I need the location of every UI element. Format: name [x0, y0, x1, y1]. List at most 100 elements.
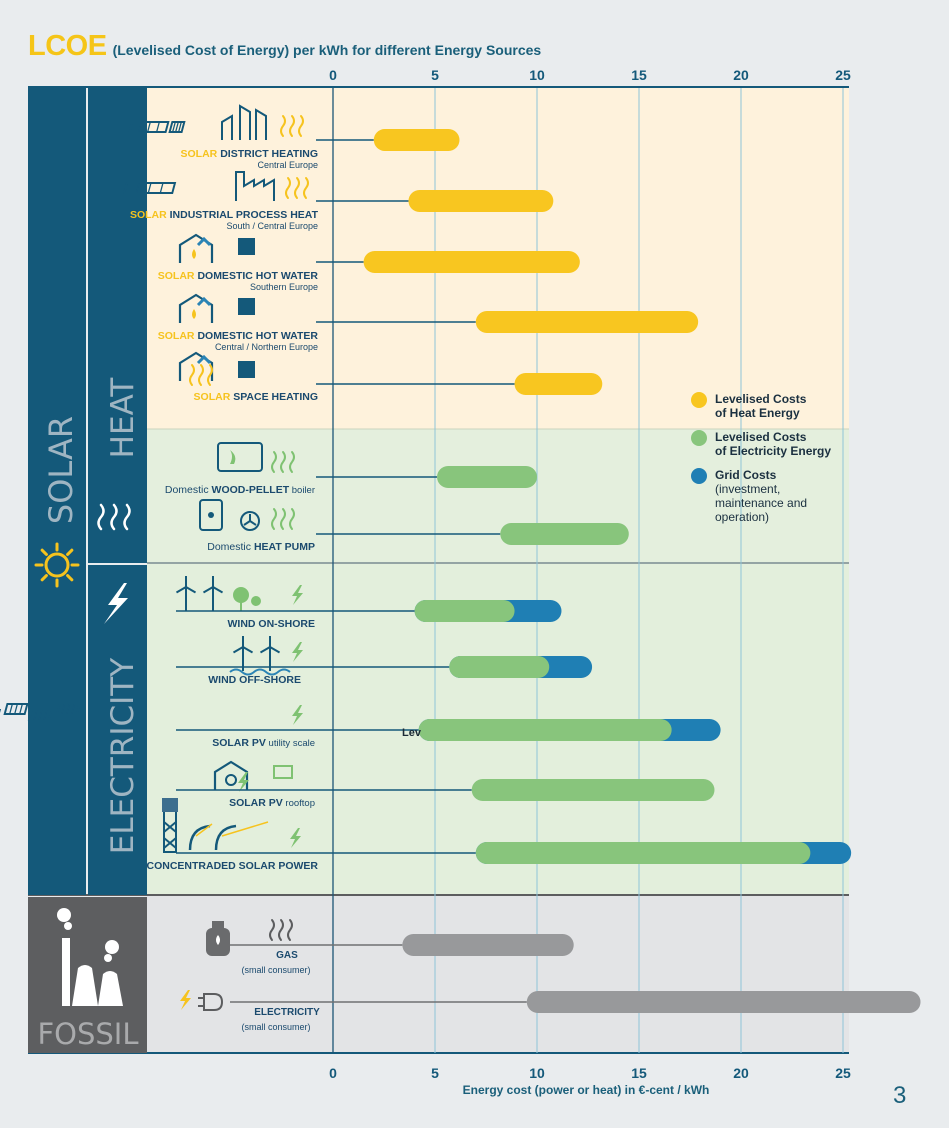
smoke-puff [57, 908, 71, 922]
page-number: 3 [893, 1082, 907, 1109]
sun-icon [34, 542, 80, 588]
row-label-prefix: Domestic [207, 541, 254, 553]
solar-panel-icon [168, 121, 186, 133]
section-label-heat: HEAT [105, 377, 141, 459]
x-axis-label: Energy cost (power or heat) in €-cent / … [462, 1083, 710, 1097]
title-subtitle: (Levelised Cost of Energy) per kWh for d… [112, 42, 542, 58]
house-outline [178, 293, 214, 323]
blade [185, 586, 197, 594]
panel-cell [14, 704, 19, 714]
x-tick-label-bottom: 15 [631, 1065, 647, 1081]
row-label-main: SOLAR PV [229, 797, 283, 809]
row-sublabel: Central Europe [257, 160, 318, 170]
row-label-suffix: rooftop [283, 798, 315, 809]
legend-label2: of Heat Energy [715, 406, 800, 420]
row-label: SOLAR DOMESTIC HOT WATER [158, 270, 319, 282]
bar-heat [475, 311, 699, 333]
solar-panel-icon [123, 182, 177, 194]
row-label-main: DISTRICT HEATING [220, 148, 318, 160]
x-tick-label-bottom: 10 [529, 1065, 545, 1081]
heat-wave [298, 115, 304, 137]
panel-cell [171, 122, 176, 132]
chimney [62, 938, 70, 1006]
axis-ticks: 0 0 5 5 10 10 15 15 20 20 25 25 [329, 67, 851, 1081]
x-tick-label-top: 5 [431, 67, 439, 83]
panel-cell [66, 704, 71, 714]
tower-top-icon [162, 798, 178, 812]
blade [232, 646, 244, 654]
row-sublabel: (small consumer) [241, 1022, 310, 1032]
heat-wave [110, 503, 118, 531]
row-label: SOLAR PV rooftop [229, 797, 315, 809]
row-label-main: WIND ON-SHORE [228, 618, 316, 630]
legend-label: Levelised Costs [715, 430, 807, 444]
row-label-main: DOMESTIC HOT WATER [197, 330, 318, 342]
heat-wave [198, 364, 204, 386]
lightning-icon [238, 772, 249, 792]
bar-electricity [414, 600, 515, 622]
plug-icon [203, 993, 224, 1011]
sun-ray [40, 548, 48, 556]
legend-label2: (investment, maintenance and operation) [715, 482, 808, 524]
row-label-main: WOOD-PELLET [212, 484, 290, 496]
row-sublabel: South / Central Europe [226, 221, 318, 231]
house-outline [213, 760, 249, 790]
panel-cell [38, 710, 43, 720]
panel-cell [43, 710, 48, 720]
row-label-prefix: SOLAR [194, 391, 234, 403]
sun-core [44, 552, 70, 578]
flame-icon [216, 935, 220, 945]
waves-icon [229, 668, 291, 676]
mirror-icon [188, 824, 211, 851]
heat-waves-icon [269, 919, 293, 941]
x-tick-label-bottom: 0 [329, 1065, 337, 1081]
panel-cell [146, 122, 151, 132]
house-icon [213, 760, 249, 790]
row-label-main: INDUSTRIAL PROCESS HEAT [170, 209, 319, 221]
bar-electricity [418, 719, 672, 741]
solar-column [28, 88, 86, 895]
factory-icon [235, 171, 275, 201]
tree-icon [251, 596, 261, 606]
power-plant-icon [57, 908, 123, 1006]
solar-panel-icon [27, 709, 54, 721]
bar-electricity [449, 656, 550, 678]
boiler-icon [217, 442, 263, 472]
heat-wave [97, 503, 105, 531]
legend: Levelised Costs of Heat Energy Levelised… [690, 392, 831, 534]
bar-heat [408, 190, 554, 212]
lightning-icon [180, 990, 191, 1010]
legend-item-electricity: Levelised Costs of Electricity Energy [690, 430, 831, 458]
heat-waves-icon [271, 508, 295, 530]
panel-cell [147, 183, 152, 193]
legend-dot-heat [691, 392, 707, 408]
cooling-tower [98, 971, 123, 1006]
lightning-icon [290, 828, 301, 848]
solar-panel-icon [128, 121, 170, 133]
heat-waves-icon [280, 115, 304, 137]
blade [259, 646, 271, 654]
row-label-main: ELECTRICITY [254, 1007, 320, 1018]
row-label-prefix: SOLAR [158, 330, 198, 342]
annotation-text: Lev [402, 727, 422, 739]
panel-cell [19, 704, 24, 714]
solar-collector-icon [196, 354, 212, 365]
water-tank-icon [238, 361, 255, 378]
bar-heat [363, 251, 580, 273]
mirror-icon [214, 824, 237, 851]
indicator-dot [208, 512, 214, 518]
legend-item-heat: Levelised Costs of Heat Energy [690, 392, 831, 420]
chart-bars [176, 129, 921, 1013]
row-label: WIND OFF-SHORE [208, 674, 301, 686]
heat-waves-icon [97, 503, 131, 531]
panel-cell [155, 122, 160, 132]
x-tick-label-top: 0 [329, 67, 337, 83]
flame-icon [230, 450, 236, 464]
solar-panel-icon [55, 703, 81, 715]
row-label: WIND ON-SHORE [228, 618, 316, 630]
house-icon [178, 233, 214, 263]
x-tick-label-top: 15 [631, 67, 647, 83]
sunbeam [221, 821, 269, 837]
heat-wave [123, 503, 131, 531]
